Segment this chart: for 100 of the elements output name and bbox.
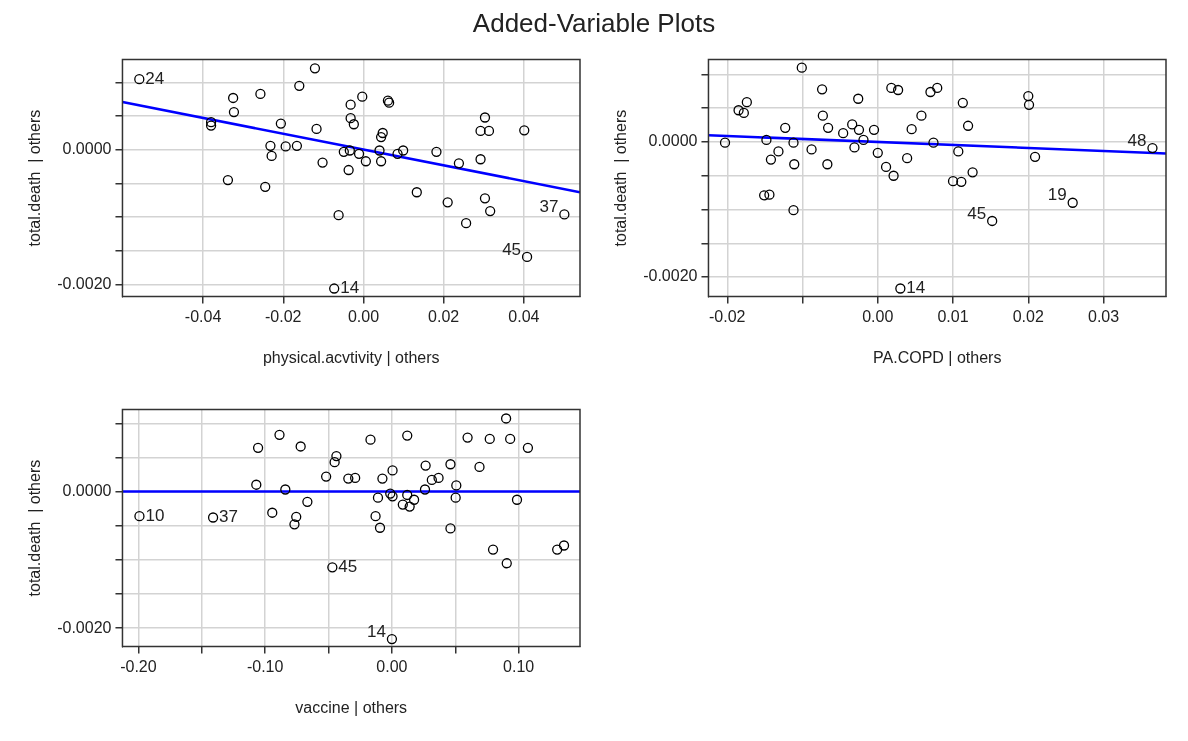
point <box>773 146 784 157</box>
annotation: 45 <box>338 557 358 577</box>
point <box>445 459 456 470</box>
point <box>255 88 266 100</box>
point <box>372 492 384 503</box>
point <box>274 429 285 441</box>
x-tick-label: 0.01 <box>937 307 969 325</box>
annotation: 37 <box>539 197 559 217</box>
point <box>505 433 516 445</box>
point <box>419 484 431 495</box>
point <box>1067 197 1078 208</box>
point <box>445 523 456 534</box>
point <box>398 145 409 156</box>
point <box>420 460 431 471</box>
point <box>759 190 770 201</box>
point <box>134 511 145 522</box>
point <box>227 92 239 104</box>
point <box>847 119 858 130</box>
point <box>402 489 413 501</box>
point <box>558 540 570 551</box>
point <box>451 480 462 491</box>
point <box>309 63 321 74</box>
chart-title: Added-Variable Plots <box>471 8 717 40</box>
point <box>765 154 777 165</box>
point <box>397 499 408 510</box>
point <box>906 124 917 135</box>
point <box>816 84 828 95</box>
x-tick-label: 0.10 <box>503 657 535 675</box>
annotation: 37 <box>219 507 239 527</box>
point <box>343 473 354 484</box>
point <box>370 511 381 522</box>
y-axis-title: total.death | others <box>26 459 44 597</box>
point <box>487 544 499 555</box>
point <box>327 562 338 573</box>
annotation: 45 <box>967 203 987 223</box>
point <box>386 633 398 645</box>
point <box>484 433 495 445</box>
point <box>453 158 465 169</box>
point <box>348 119 359 130</box>
point <box>738 107 749 119</box>
point <box>788 205 799 216</box>
point <box>741 96 752 108</box>
point <box>987 215 998 227</box>
point <box>888 170 899 181</box>
x-axis-title: PA.COPD | others <box>873 348 1002 366</box>
point <box>853 124 865 135</box>
x-tick-label: 0.02 <box>428 307 460 325</box>
y-tick-label: 0.0000 <box>62 140 112 158</box>
point <box>460 218 472 229</box>
y-axis-title: total.death | others <box>26 109 44 247</box>
point <box>962 120 974 131</box>
point <box>392 148 403 160</box>
point <box>329 457 340 468</box>
point <box>916 110 927 121</box>
point <box>302 496 313 507</box>
point <box>822 122 834 133</box>
point <box>345 99 356 110</box>
point <box>947 175 959 187</box>
point <box>331 450 342 462</box>
point <box>343 164 354 176</box>
point <box>267 507 278 518</box>
annotation: 24 <box>145 68 165 88</box>
point <box>374 522 386 533</box>
point <box>858 134 869 146</box>
annotation: 48 <box>1127 130 1147 150</box>
x-axis-title: vaccine | others <box>295 698 408 716</box>
point <box>501 558 512 569</box>
point <box>431 146 442 157</box>
point <box>291 511 302 522</box>
point <box>474 461 485 473</box>
point <box>280 141 291 152</box>
point <box>1029 151 1041 162</box>
point <box>222 174 234 186</box>
x-tick-label: 0.00 <box>862 307 894 325</box>
y-tick-label: 0.0000 <box>648 132 698 150</box>
point <box>1147 142 1158 154</box>
point <box>780 122 791 133</box>
point <box>880 161 892 173</box>
point <box>450 492 461 503</box>
x-tick-label: 0.00 <box>347 307 380 325</box>
point <box>462 432 473 443</box>
point <box>333 209 344 221</box>
point <box>134 73 145 85</box>
point <box>838 128 849 139</box>
x-tick-label: -0.10 <box>246 657 284 675</box>
y-tick-label: 0.0000 <box>62 481 112 499</box>
point <box>928 137 939 148</box>
point <box>789 159 800 170</box>
y-tick-label: -0.0020 <box>643 267 698 285</box>
point <box>519 125 530 136</box>
annotation: 45 <box>502 239 522 259</box>
point <box>788 137 799 148</box>
point <box>475 125 486 137</box>
annotation: 14 <box>340 278 360 298</box>
point <box>967 167 978 178</box>
point <box>511 494 523 505</box>
annotation: 10 <box>145 505 165 525</box>
point <box>344 145 355 156</box>
point <box>374 145 385 156</box>
point <box>479 193 491 204</box>
